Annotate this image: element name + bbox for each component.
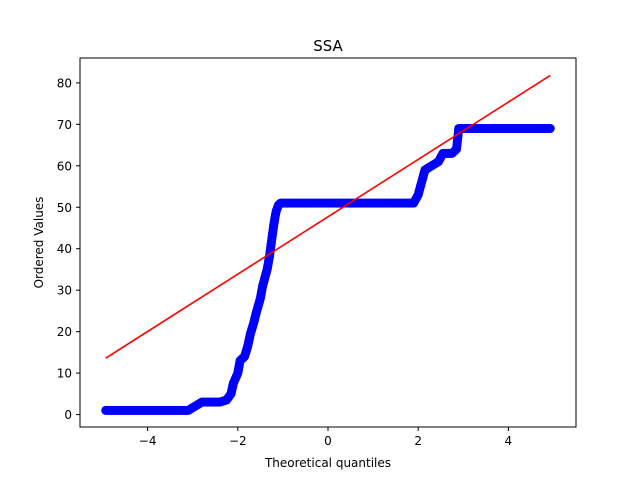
x-tick-label: 0: [324, 434, 332, 448]
x-tick-label: 2: [414, 434, 422, 448]
y-tick-label: 50: [57, 201, 72, 215]
y-tick-label: 60: [57, 159, 72, 173]
reference-line: [105, 74, 551, 359]
x-tick-label: −4: [139, 434, 157, 448]
y-tick-label: 0: [64, 408, 72, 422]
plot-frame: [79, 57, 577, 428]
y-axis-label: Ordered Values: [32, 197, 46, 289]
y-tick-label: 20: [57, 325, 72, 339]
data-point: [545, 123, 555, 133]
x-tick-label: 4: [505, 434, 513, 448]
y-tick-label: 70: [57, 118, 72, 132]
y-axis: 0 10 20 30 40 50 60 70 80: [57, 76, 80, 422]
plot-area: [101, 74, 555, 415]
y-tick-label: 10: [57, 367, 72, 381]
x-tick-label: −2: [229, 434, 247, 448]
chart-title: SSA: [313, 37, 343, 55]
x-axis-label: Theoretical quantiles: [264, 456, 391, 470]
y-tick-label: 40: [57, 242, 72, 256]
y-tick-label: 30: [57, 284, 72, 298]
y-tick-label: 80: [57, 76, 72, 90]
x-axis: −4 −2 0 2 4: [139, 427, 512, 448]
